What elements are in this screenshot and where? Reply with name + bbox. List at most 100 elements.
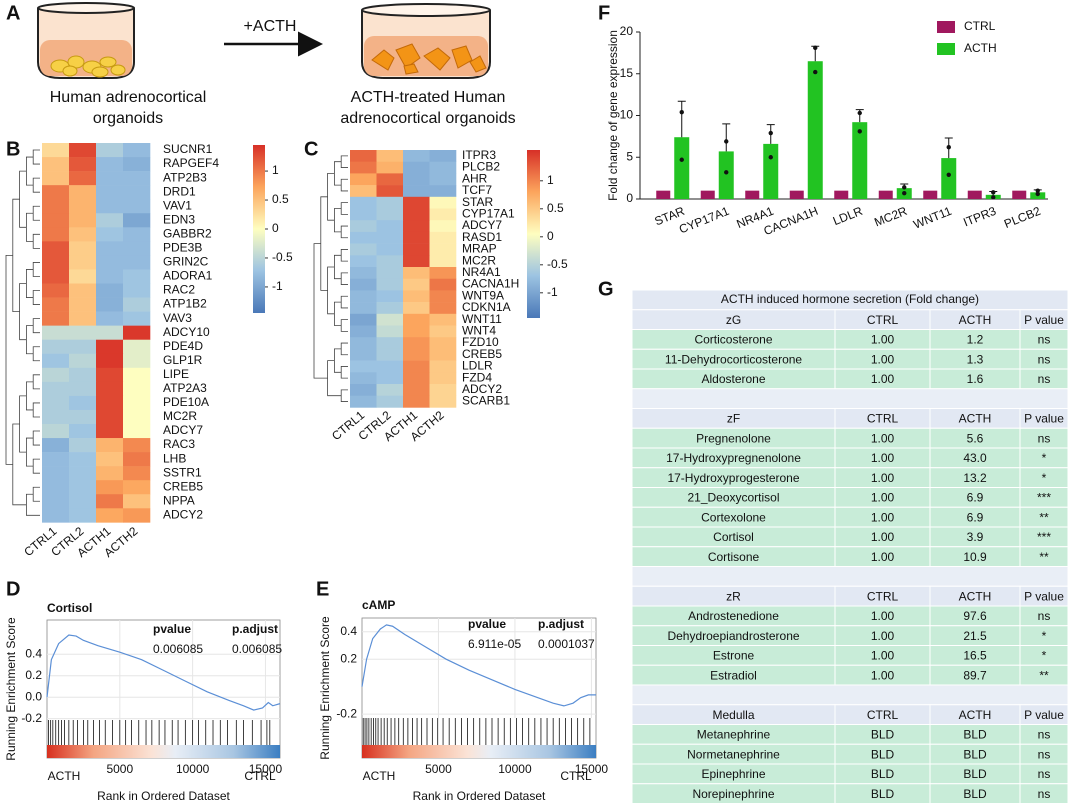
y-tick-label: 0.2 xyxy=(340,651,357,665)
heatmap-cell xyxy=(96,452,124,467)
bar xyxy=(656,190,671,199)
table-cell-text: * xyxy=(1042,471,1047,485)
heatmap-cell xyxy=(350,372,377,385)
row-label: FZD4 xyxy=(462,370,492,384)
table-cell-text: 1.00 xyxy=(871,530,895,544)
heatmap-cell xyxy=(350,150,377,162)
heatmap-cell xyxy=(403,360,430,373)
table-cell-text: 10.9 xyxy=(963,550,987,564)
table-cell-text: 1.00 xyxy=(871,629,895,643)
row-label: GABBR2 xyxy=(163,226,212,240)
heatmap-cell xyxy=(96,227,124,242)
table-cell-text: Norepinephrine xyxy=(692,787,774,801)
colorbar-tick-label: 0.5 xyxy=(272,192,289,206)
table-cell-text: 1.6 xyxy=(967,372,984,386)
table-cell-text: Estradiol xyxy=(710,668,757,682)
heatmap-cell xyxy=(403,278,430,291)
heatmap-cell xyxy=(429,360,457,373)
x-tick-label: 15000 xyxy=(575,762,609,776)
dish-rim xyxy=(361,3,491,17)
heatmap-cell xyxy=(69,409,97,425)
heatmap-cell xyxy=(350,267,377,279)
y-axis-label: Running Enrichment Score xyxy=(318,616,332,760)
heatmap-cell xyxy=(42,199,70,214)
heatmap-cell xyxy=(350,173,377,186)
heatmap-cell xyxy=(403,325,430,338)
table-cell-text: 1.00 xyxy=(871,550,895,564)
colorbar-tick-label: -1 xyxy=(272,279,283,293)
data-point xyxy=(902,185,907,190)
heatmap-cell xyxy=(42,409,70,425)
y-tick-label: 0 xyxy=(626,191,633,205)
table-cell-text: ns xyxy=(1038,431,1051,445)
heatmap-cell xyxy=(350,220,377,233)
error-bar xyxy=(677,100,686,138)
row-label: PLCB2 xyxy=(462,160,500,174)
colorbar-tick-label: -0.5 xyxy=(272,250,293,264)
table-cell-text: 1.00 xyxy=(871,491,895,505)
heatmap-cell xyxy=(429,348,457,361)
heatmap-cell xyxy=(123,367,151,383)
heatmap-cell xyxy=(403,337,430,350)
heatmap-cell xyxy=(123,269,151,284)
panel-letter: C xyxy=(304,138,318,160)
table-cell-text: *** xyxy=(1037,491,1051,505)
table-spacer xyxy=(631,684,1069,706)
colorbar-tick-label: 1 xyxy=(272,163,279,177)
heatmap-cell xyxy=(96,367,124,383)
enrichment-curve xyxy=(361,624,596,707)
heatmap-cell xyxy=(42,297,70,312)
heatmap-cell xyxy=(123,452,151,467)
x-axis-label: Rank in Ordered Dataset xyxy=(97,789,230,803)
heatmap-cell xyxy=(350,302,377,315)
dendrogram xyxy=(5,149,40,516)
data-point xyxy=(1035,188,1040,193)
row-label: ATP2B3 xyxy=(163,170,207,184)
row-label: PDE4D xyxy=(163,339,203,353)
heatmap-cell xyxy=(403,208,430,221)
heatmap-cell xyxy=(96,157,124,172)
table-cell-text: ns xyxy=(1038,609,1051,623)
heatmap-cell xyxy=(96,480,124,495)
heatmap-cell xyxy=(123,241,151,256)
heatmap-cell xyxy=(350,255,377,268)
row-label: AHR xyxy=(462,171,488,185)
heatmap-cell xyxy=(42,438,70,453)
heatmap-cell xyxy=(96,311,124,326)
panel-letter: F xyxy=(598,2,610,24)
table-title: ACTH induced hormone secretion (Fold cha… xyxy=(721,292,979,306)
error-bar xyxy=(722,123,731,152)
heatmap-cell xyxy=(42,367,70,383)
data-point xyxy=(1035,191,1040,197)
heatmap-cell xyxy=(123,438,151,453)
x-tick-label: 10000 xyxy=(498,762,532,776)
stat-value: 0.0001037 xyxy=(538,637,595,651)
table-cell-text: 1.00 xyxy=(871,668,895,682)
heatmap-cell xyxy=(96,424,124,439)
bar xyxy=(923,190,938,199)
heatmap-cell xyxy=(376,290,404,303)
table-header-cell: Medulla xyxy=(712,708,754,722)
table-spacer xyxy=(631,566,1069,587)
heatmap-cell xyxy=(69,424,97,439)
y-tick-label: 10 xyxy=(620,108,634,122)
table-cell-text: *** xyxy=(1037,530,1051,544)
heatmap-cell xyxy=(403,290,430,303)
row-label: STAR xyxy=(462,195,493,209)
stat-header: p.adjust xyxy=(232,622,278,636)
heatmap-cell xyxy=(429,161,457,174)
heatmap-cell xyxy=(96,381,124,397)
table-header-cell: P value xyxy=(1024,412,1064,426)
heatmap-cell xyxy=(96,297,124,312)
heatmap-cell xyxy=(429,196,457,209)
table-cell-text: 1.00 xyxy=(871,352,895,366)
heatmap-cell xyxy=(42,325,70,340)
x-tick-label: 5000 xyxy=(106,762,133,776)
organoids xyxy=(50,55,126,78)
heatmap-cell xyxy=(69,157,97,172)
colorbar-tick-label: -1 xyxy=(547,285,558,299)
heatmap-cell xyxy=(69,339,97,355)
row-label: PDE10A xyxy=(163,395,209,409)
heatmap-cell xyxy=(376,313,404,326)
